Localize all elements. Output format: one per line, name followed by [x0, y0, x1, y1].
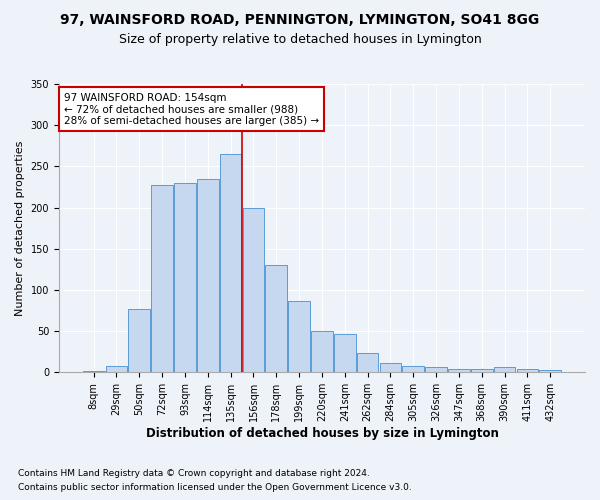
Text: 97, WAINSFORD ROAD, PENNINGTON, LYMINGTON, SO41 8GG: 97, WAINSFORD ROAD, PENNINGTON, LYMINGTO… [61, 12, 539, 26]
Bar [517, 369, 538, 372]
Bar [220, 154, 241, 372]
Text: Contains public sector information licensed under the Open Government Licence v3: Contains public sector information licen… [18, 484, 412, 492]
Bar [539, 370, 561, 372]
X-axis label: Distribution of detached houses by size in Lymington: Distribution of detached houses by size … [146, 427, 499, 440]
Text: Contains HM Land Registry data © Crown copyright and database right 2024.: Contains HM Land Registry data © Crown c… [18, 468, 370, 477]
Bar [174, 183, 196, 372]
Bar [403, 366, 424, 372]
Bar [380, 364, 401, 372]
Y-axis label: Number of detached properties: Number of detached properties [15, 140, 25, 316]
Bar [151, 184, 173, 372]
Text: 97 WAINSFORD ROAD: 154sqm
← 72% of detached houses are smaller (988)
28% of semi: 97 WAINSFORD ROAD: 154sqm ← 72% of detac… [64, 92, 319, 126]
Bar [197, 178, 218, 372]
Bar [242, 208, 265, 372]
Bar [311, 331, 333, 372]
Bar [106, 366, 127, 372]
Bar [288, 300, 310, 372]
Bar [448, 369, 470, 372]
Bar [265, 265, 287, 372]
Bar [83, 370, 104, 372]
Bar [471, 369, 493, 372]
Bar [425, 366, 447, 372]
Bar [357, 352, 379, 372]
Bar [128, 309, 150, 372]
Bar [494, 368, 515, 372]
Bar [334, 334, 356, 372]
Text: Size of property relative to detached houses in Lymington: Size of property relative to detached ho… [119, 32, 481, 46]
